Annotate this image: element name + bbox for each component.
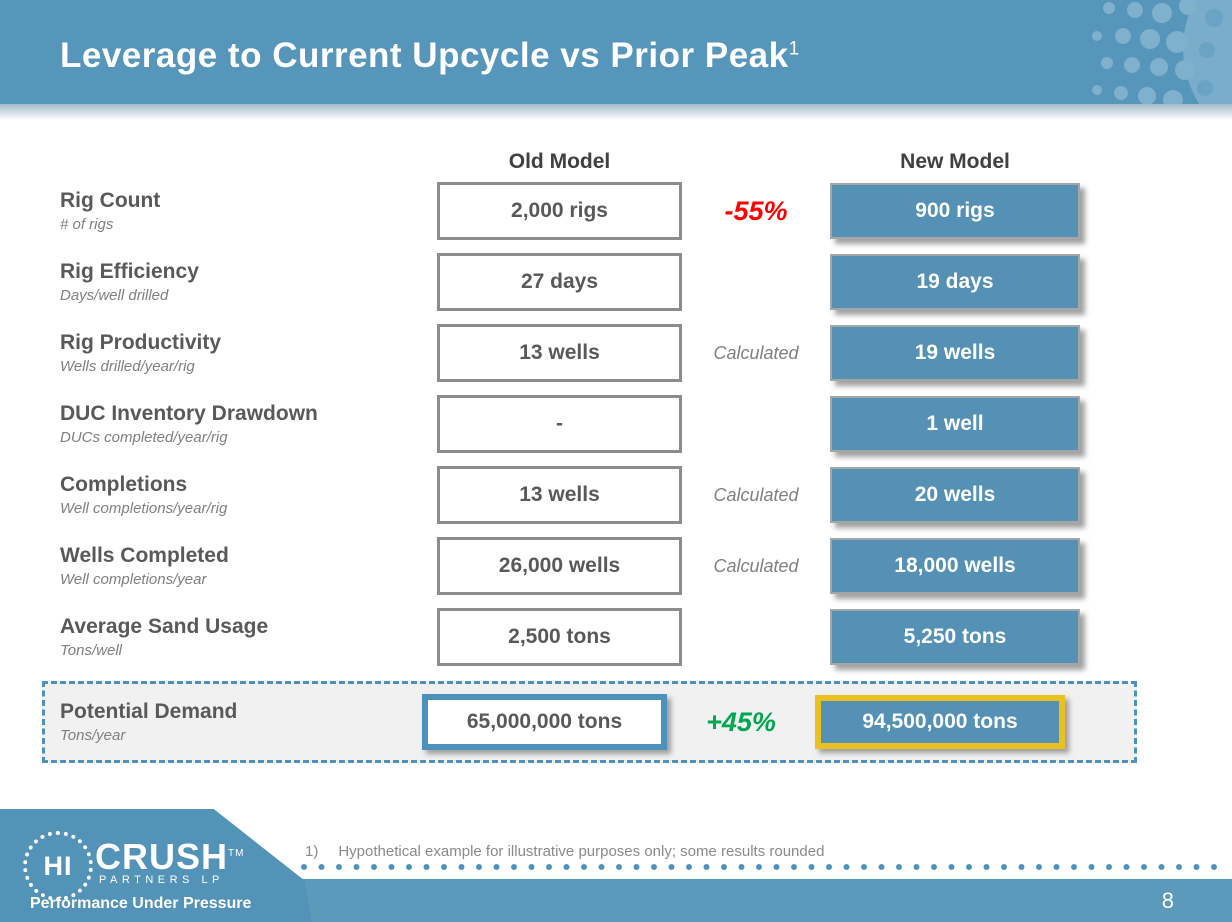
row-label-cell: Potential Demand Tons/year bbox=[60, 700, 422, 743]
page-number: 8 bbox=[1161, 888, 1174, 913]
old-model-value: 65,000,000 tons bbox=[466, 710, 623, 733]
table-row: Rig Productivity Wells drilled/year/rig … bbox=[60, 324, 1140, 382]
new-model-header: New Model bbox=[900, 150, 1010, 173]
new-model-value: 20 wells bbox=[914, 483, 996, 506]
row-sublabel: Well completions/year/rig bbox=[60, 499, 228, 517]
row-label: Wells Completed bbox=[60, 544, 229, 568]
row-label-cell: Rig Productivity Wells drilled/year/rig bbox=[60, 331, 437, 374]
logo-crush-text: CRUSHTM bbox=[95, 836, 245, 877]
old-model-value: 27 days bbox=[520, 270, 599, 293]
old-model-value-box: 65,000,000 tons bbox=[422, 694, 667, 750]
row-label: Average Sand Usage bbox=[60, 615, 269, 639]
table-row: Rig Efficiency Days/well drilled 27 days… bbox=[60, 253, 1140, 311]
row-label-cell: Wells Completed Well completions/year bbox=[60, 544, 437, 587]
row-label: Rig Productivity bbox=[60, 331, 222, 355]
new-model-value-box: 94,500,000 tons bbox=[815, 695, 1065, 749]
logo-tagline: Performance Under Pressure bbox=[30, 895, 252, 912]
row-label: Completions bbox=[60, 473, 188, 497]
title-banner: Leverage to Current Upcycle vs Prior Pea… bbox=[0, 0, 1232, 104]
row-annotation: -55% bbox=[724, 195, 788, 226]
decorative-dots-pattern bbox=[1092, 0, 1232, 104]
new-model-value: 1 well bbox=[926, 412, 984, 435]
old-model-value: - bbox=[556, 412, 563, 435]
dotted-separator bbox=[300, 862, 1228, 872]
table-row: DUC Inventory Drawdown DUCs completed/ye… bbox=[60, 395, 1140, 453]
row-sublabel: # of rigs bbox=[60, 215, 114, 233]
footnote-text: Hypothetical example for illustrative pu… bbox=[338, 843, 825, 860]
new-model-value: 5,250 tons bbox=[903, 625, 1007, 648]
row-label-cell: Rig Efficiency Days/well drilled bbox=[60, 260, 437, 303]
new-model-value: 19 days bbox=[916, 270, 994, 293]
row-sublabel: Wells drilled/year/rig bbox=[60, 357, 195, 375]
table-header-row: Old Model New Model bbox=[60, 148, 1140, 176]
trademark-symbol: TM bbox=[228, 848, 245, 859]
old-model-value-box: 27 days bbox=[437, 253, 682, 311]
comparison-table: Old Model New Model Rig Count # of rigs … bbox=[60, 148, 1140, 666]
old-model-value-box: 13 wells bbox=[437, 324, 682, 382]
new-model-value-box: 5,250 tons bbox=[830, 609, 1080, 665]
row-label: Rig Efficiency bbox=[60, 260, 199, 284]
new-model-value-box: 1 well bbox=[830, 396, 1080, 452]
row-sublabel: DUCs completed/year/rig bbox=[60, 428, 228, 446]
page-title: Leverage to Current Upcycle vs Prior Pea… bbox=[60, 36, 800, 75]
new-model-value: 19 wells bbox=[914, 341, 996, 364]
row-annotation: +45% bbox=[706, 706, 776, 737]
old-model-value-box: - bbox=[437, 395, 682, 453]
logo-hi-circle-icon: HI bbox=[23, 831, 93, 901]
potential-demand-row: Potential Demand Tons/year 65,000,000 to… bbox=[42, 681, 1137, 763]
row-label: Rig Count bbox=[60, 189, 161, 213]
title-footnote-ref: 1 bbox=[788, 38, 800, 60]
row-label: DUC Inventory Drawdown bbox=[60, 402, 318, 426]
table-row: Rig Count # of rigs 2,000 rigs -55% 900 … bbox=[60, 182, 1140, 240]
row-label-cell: Average Sand Usage Tons/well bbox=[60, 615, 437, 658]
row-label: Potential Demand bbox=[60, 700, 238, 724]
row-annotation: Calculated bbox=[713, 342, 799, 363]
row-annotation: Calculated bbox=[713, 555, 799, 576]
new-model-value: 900 rigs bbox=[915, 199, 995, 222]
old-model-value: 2,500 tons bbox=[508, 625, 611, 648]
table-row: Average Sand Usage Tons/well 2,500 tons … bbox=[60, 608, 1140, 666]
new-model-value-box: 19 wells bbox=[830, 325, 1080, 381]
old-model-value-box: 2,000 rigs bbox=[437, 182, 682, 240]
new-model-value-box: 900 rigs bbox=[830, 183, 1080, 239]
row-label-cell: Completions Well completions/year/rig bbox=[60, 473, 437, 516]
new-model-value-box: 18,000 wells bbox=[830, 538, 1080, 594]
old-model-value: 2,000 rigs bbox=[511, 199, 608, 222]
old-model-value: 13 wells bbox=[519, 483, 600, 506]
banner-shadow bbox=[0, 104, 1232, 120]
old-model-value-box: 13 wells bbox=[437, 466, 682, 524]
new-model-value-box: 20 wells bbox=[830, 467, 1080, 523]
old-model-value-box: 26,000 wells bbox=[437, 537, 682, 595]
row-sublabel: Well completions/year bbox=[60, 570, 207, 588]
footnote: 1) Hypothetical example for illustrative … bbox=[305, 843, 824, 860]
row-annotation: Calculated bbox=[713, 484, 799, 505]
row-sublabel: Days/well drilled bbox=[60, 286, 169, 304]
footnote-marker: 1) bbox=[305, 843, 319, 860]
hicrush-logo: HI CRUSHTM PARTNERS LP Performance Under… bbox=[0, 809, 312, 922]
new-model-value: 94,500,000 tons bbox=[862, 710, 1018, 733]
old-model-value: 13 wells bbox=[519, 341, 600, 364]
table-row: Completions Well completions/year/rig 13… bbox=[60, 466, 1140, 524]
logo-partners-text: PARTNERS LP bbox=[99, 874, 224, 886]
logo-hi-text: HI bbox=[43, 850, 73, 881]
row-sublabel: Tons/year bbox=[60, 726, 126, 744]
row-label-cell: Rig Count # of rigs bbox=[60, 189, 437, 232]
table-rows: Rig Count # of rigs 2,000 rigs -55% 900 … bbox=[60, 182, 1140, 666]
new-model-value: 18,000 wells bbox=[894, 554, 1016, 577]
old-model-header: Old Model bbox=[508, 150, 611, 173]
row-label-cell: DUC Inventory Drawdown DUCs completed/ye… bbox=[60, 402, 437, 445]
old-model-value: 26,000 wells bbox=[498, 554, 621, 577]
old-model-value-box: 2,500 tons bbox=[437, 608, 682, 666]
table-row: Wells Completed Well completions/year 26… bbox=[60, 537, 1140, 595]
row-sublabel: Tons/well bbox=[60, 641, 122, 659]
new-model-value-box: 19 days bbox=[830, 254, 1080, 310]
